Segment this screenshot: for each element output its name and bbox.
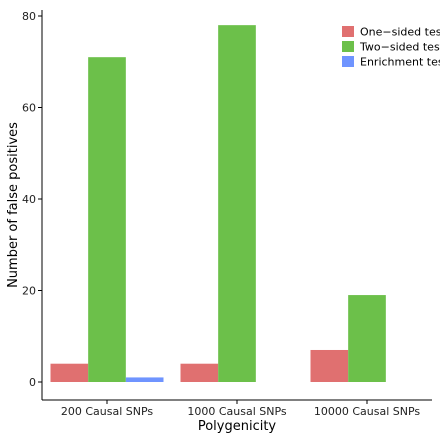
y-axis-title: Number of false positives <box>6 122 21 288</box>
x-tick-label: 10000 Causal SNPs <box>314 405 421 418</box>
x-axis-title: Polygenicity <box>198 419 277 434</box>
bar-2-1 <box>88 57 126 383</box>
y-ticks: 0 20 40 60 80 <box>22 10 42 389</box>
x-tick-label: 200 Causal SNPs <box>61 405 154 418</box>
legend-label-1: One−sided test <box>360 26 440 39</box>
y-tick-label: 80 <box>22 10 36 23</box>
bar-1-1 <box>50 363 89 382</box>
bars <box>50 25 386 383</box>
plot-area: 0 20 40 60 80 200 Causal SNPs 1000 Causal SNP… <box>22 10 432 418</box>
legend-label-3: Enrichment test <box>360 56 440 69</box>
bar-1-2 <box>180 363 219 382</box>
bar-2-3 <box>348 295 386 382</box>
legend-swatch-1 <box>342 26 354 37</box>
x-ticks: 200 Causal SNPs 1000 Causal SNPs 10000 Cau… <box>61 400 421 418</box>
y-tick-label: 40 <box>22 193 36 206</box>
y-tick-label: 0 <box>29 376 36 389</box>
x-tick-label: 1000 Causal SNPs <box>187 405 287 418</box>
y-tick-label: 20 <box>22 285 36 298</box>
legend-label-2: Two−sided test <box>359 41 440 54</box>
bar-3-1 <box>125 377 164 382</box>
y-tick-label: 60 <box>22 102 36 115</box>
bar-1-3 <box>310 349 349 382</box>
legend-swatch-2 <box>342 41 354 52</box>
bar-2-2 <box>218 25 256 383</box>
legend: One−sided test Two−sided test Enrichment t… <box>342 26 440 69</box>
legend-swatch-3 <box>342 56 354 67</box>
